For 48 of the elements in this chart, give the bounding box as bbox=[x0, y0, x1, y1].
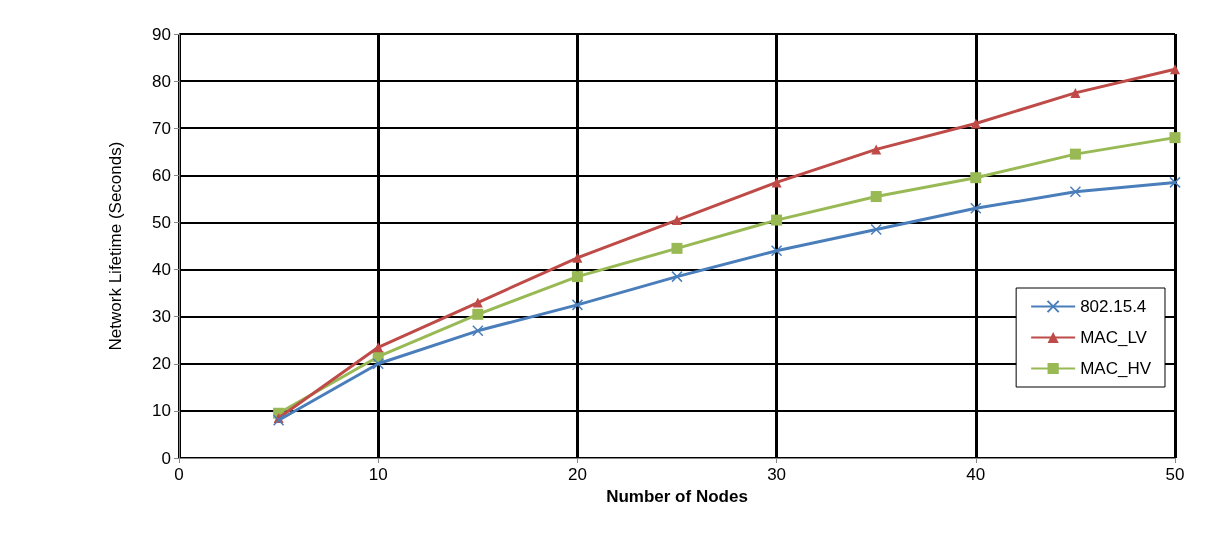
y-tick-label: 70 bbox=[152, 118, 171, 138]
point bbox=[870, 191, 882, 203]
point bbox=[1070, 87, 1081, 98]
point bbox=[970, 118, 981, 129]
y-tick-label: 40 bbox=[152, 260, 171, 280]
point bbox=[372, 358, 384, 370]
point bbox=[771, 177, 782, 188]
point bbox=[472, 297, 483, 308]
point bbox=[870, 223, 882, 236]
y-tick-label: 20 bbox=[152, 354, 171, 374]
y-tick-label: 50 bbox=[152, 212, 171, 232]
y-tick-label: 0 bbox=[161, 448, 171, 468]
point bbox=[572, 252, 583, 263]
x-tick-label: 30 bbox=[767, 465, 787, 484]
y-tick-label: 90 bbox=[152, 24, 171, 44]
point bbox=[571, 299, 584, 311]
point bbox=[770, 244, 783, 257]
point bbox=[373, 342, 384, 353]
point bbox=[472, 325, 484, 337]
x-tick-label: 0 bbox=[174, 465, 184, 484]
point bbox=[671, 242, 683, 254]
x-tick-label: 50 bbox=[1165, 465, 1185, 484]
point bbox=[1169, 176, 1181, 189]
point bbox=[771, 214, 783, 226]
y-tick-label: 10 bbox=[152, 401, 171, 421]
x-tick-label: 40 bbox=[966, 465, 986, 484]
point bbox=[871, 144, 882, 155]
point bbox=[970, 172, 982, 184]
legend-label: MAC_LV bbox=[1080, 328, 1148, 347]
point bbox=[1069, 186, 1082, 198]
point bbox=[1169, 132, 1181, 144]
legend-label: 802.15.4 bbox=[1080, 297, 1147, 316]
point bbox=[672, 215, 682, 226]
legend-label: MAC_HV bbox=[1080, 359, 1152, 378]
x-tick-label: 20 bbox=[567, 465, 587, 484]
y-tick-label: 80 bbox=[152, 71, 171, 91]
y-tick-label: 60 bbox=[152, 165, 171, 185]
point bbox=[1170, 64, 1180, 75]
x-tick-label: 10 bbox=[368, 465, 388, 484]
point bbox=[272, 414, 285, 427]
y-axis-title: Network Lifetime (Seconds) bbox=[106, 141, 125, 351]
point bbox=[571, 271, 583, 283]
x-axis-title: Number of Nodes bbox=[606, 486, 748, 506]
point bbox=[970, 202, 982, 215]
point bbox=[1069, 148, 1081, 160]
point bbox=[472, 308, 484, 320]
y-tick-label: 30 bbox=[152, 307, 171, 327]
point bbox=[671, 270, 683, 283]
